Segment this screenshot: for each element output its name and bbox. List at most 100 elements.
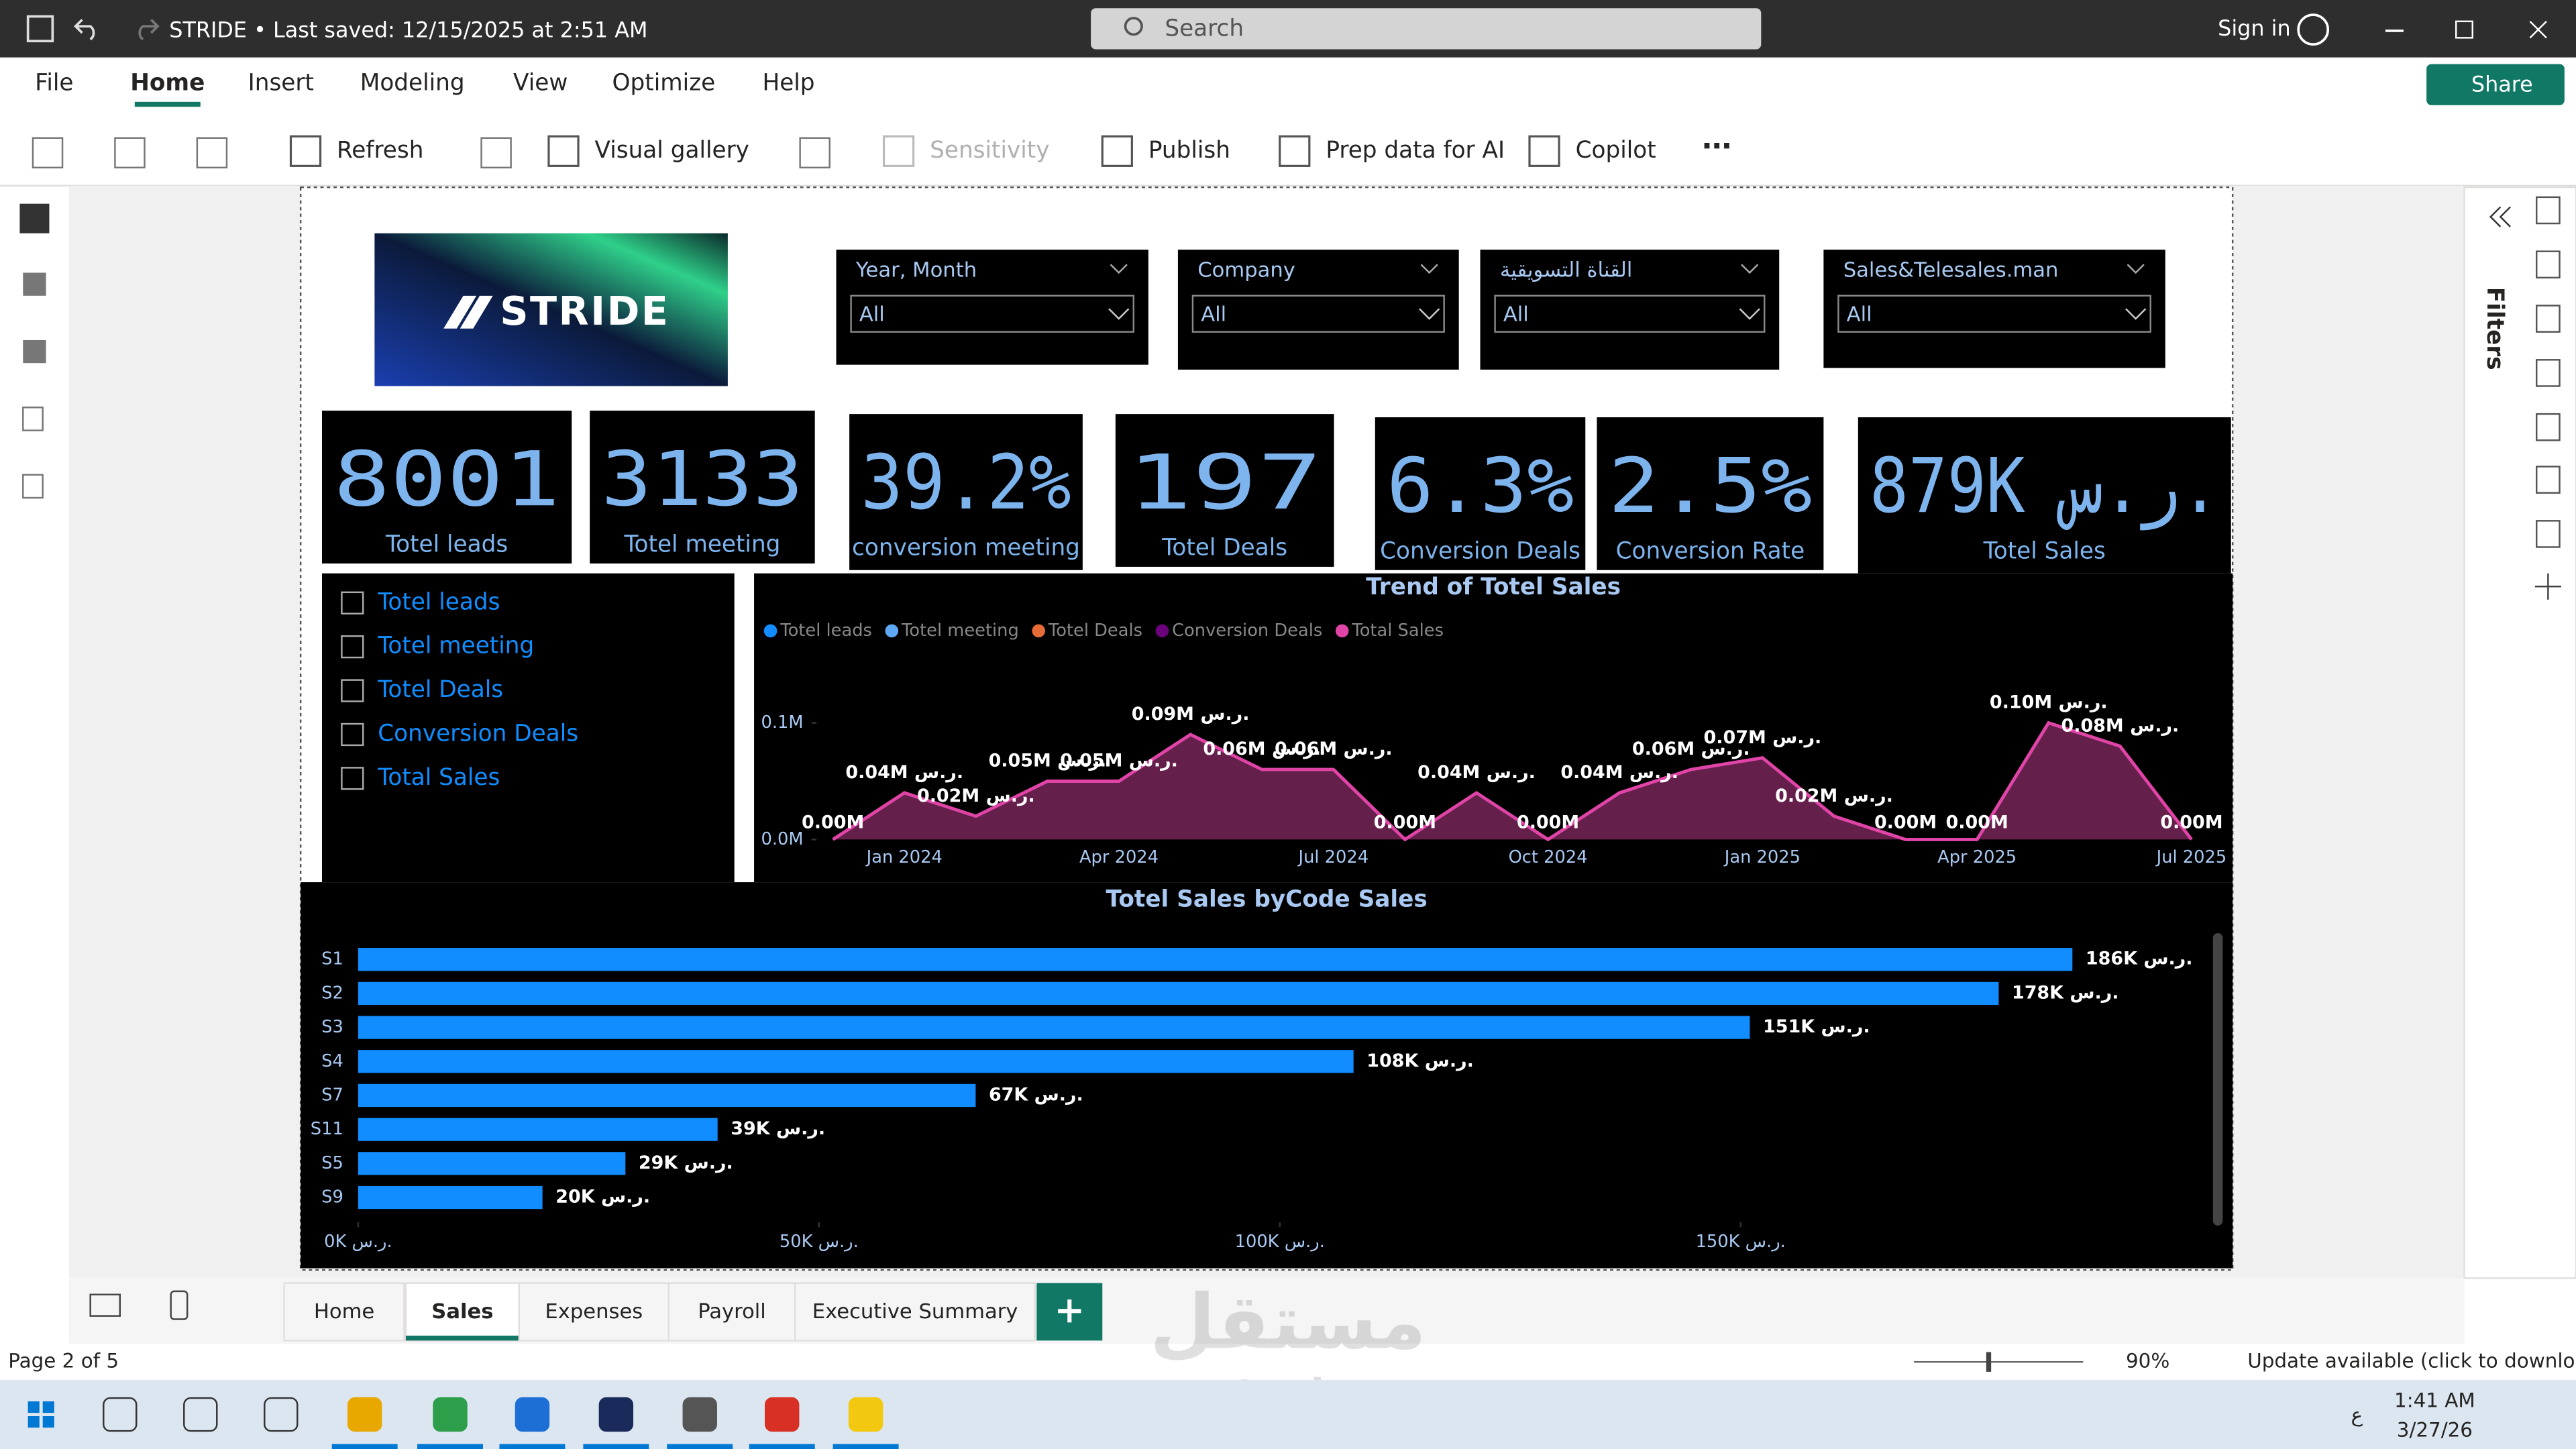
checkbox[interactable] bbox=[341, 722, 364, 747]
mobile-layout[interactable] bbox=[170, 1290, 189, 1320]
report-view-icon[interactable] bbox=[19, 203, 50, 233]
ribbon-button[interactable]: Sensitivity bbox=[930, 137, 1049, 164]
ribbon-icon[interactable] bbox=[1101, 135, 1133, 167]
menu-item[interactable]: Home bbox=[130, 69, 205, 96]
menu-item[interactable]: Insert bbox=[248, 69, 314, 96]
filters-pane[interactable]: Filters bbox=[2481, 287, 2508, 370]
page-tab[interactable] bbox=[283, 1282, 405, 1342]
page-tab-label: Home bbox=[314, 1300, 374, 1324]
ribbon-icon[interactable] bbox=[1528, 135, 1560, 167]
dropdown-chevron[interactable] bbox=[1419, 308, 1440, 320]
taskbar-icon[interactable] bbox=[433, 1397, 468, 1432]
account-icon[interactable] bbox=[2297, 13, 2330, 46]
pane-icon[interactable] bbox=[2536, 305, 2561, 333]
dax-view-icon[interactable] bbox=[22, 407, 44, 431]
slicer-dropdown[interactable] bbox=[1191, 294, 1445, 333]
slicer-dropdown[interactable] bbox=[850, 294, 1135, 333]
legend-marker bbox=[1032, 624, 1045, 638]
pane-icon[interactable] bbox=[2536, 466, 2561, 494]
scrollbar[interactable] bbox=[2212, 933, 2223, 1226]
clock-date[interactable]: 3/27/26 bbox=[2397, 1419, 2473, 1442]
field-label[interactable]: Totel meeting bbox=[377, 633, 534, 659]
desktop-layout[interactable] bbox=[89, 1293, 121, 1317]
slicer-dropdown[interactable] bbox=[1494, 294, 1766, 333]
ribbon-icon[interactable] bbox=[547, 135, 580, 167]
ribbon-button[interactable]: Refresh bbox=[337, 137, 423, 164]
ribbon-icon[interactable] bbox=[114, 137, 146, 169]
pane-icon[interactable] bbox=[2536, 359, 2561, 387]
zoom-thumb[interactable] bbox=[1986, 1352, 1992, 1372]
taskbar-icon[interactable] bbox=[682, 1397, 717, 1432]
model-view-icon[interactable] bbox=[23, 339, 46, 364]
slicer-chevron[interactable] bbox=[1741, 264, 1759, 274]
pane-icon[interactable] bbox=[2536, 196, 2561, 225]
taskbar-icon[interactable] bbox=[765, 1397, 800, 1432]
add-pane[interactable] bbox=[2534, 573, 2561, 600]
ribbon-button[interactable]: Copilot bbox=[1576, 137, 1656, 164]
ribbon-icon[interactable] bbox=[32, 137, 64, 169]
collapse-filters[interactable] bbox=[2489, 206, 2511, 227]
dropdown-chevron[interactable] bbox=[1739, 308, 1760, 320]
save-icon[interactable] bbox=[26, 15, 54, 43]
data-label: 0.00M bbox=[802, 812, 864, 833]
taskbar-icon[interactable] bbox=[848, 1397, 883, 1432]
ribbon-button[interactable]: Visual gallery bbox=[595, 137, 749, 164]
checkbox[interactable] bbox=[341, 767, 364, 790]
clock-time[interactable]: 1:41 AM bbox=[2394, 1389, 2475, 1411]
ribbon-icon[interactable] bbox=[882, 135, 915, 167]
ribbon-icon[interactable] bbox=[480, 137, 512, 169]
x-tick-label: Jul 2025 bbox=[2155, 847, 2227, 867]
ribbon-icon[interactable] bbox=[289, 135, 322, 167]
share-button[interactable] bbox=[2426, 64, 2565, 105]
more-options[interactable]: ⋯ bbox=[1702, 129, 1731, 163]
checkbox[interactable] bbox=[341, 635, 364, 659]
taskbar-icon[interactable] bbox=[515, 1397, 550, 1432]
kpi-card bbox=[590, 411, 815, 564]
pane-icon[interactable] bbox=[2536, 413, 2561, 441]
field-label[interactable]: Totel leads bbox=[377, 588, 500, 615]
sign-in[interactable]: Sign in bbox=[2218, 15, 2291, 41]
close[interactable] bbox=[2529, 20, 2547, 39]
field-label[interactable]: Conversion Deals bbox=[378, 720, 578, 747]
dropdown-chevron[interactable] bbox=[2125, 308, 2147, 320]
input-language[interactable]: ع bbox=[2351, 1404, 2363, 1427]
taskbar-icon[interactable] bbox=[347, 1397, 382, 1432]
menu-item[interactable]: Help bbox=[762, 69, 814, 96]
menu-item[interactable]: File bbox=[35, 69, 73, 96]
maximize[interactable] bbox=[2455, 20, 2473, 39]
page-tab[interactable] bbox=[794, 1282, 1036, 1342]
menu-item[interactable]: View bbox=[513, 69, 568, 96]
checkbox[interactable] bbox=[341, 591, 364, 614]
minimize[interactable] bbox=[2385, 30, 2404, 32]
search-box[interactable] bbox=[1091, 8, 1762, 50]
table-view-icon[interactable] bbox=[23, 272, 46, 296]
update-notice[interactable]: Update available (click to download) bbox=[2247, 1350, 2576, 1373]
menu-item[interactable]: Modeling bbox=[360, 69, 465, 96]
pane-icon[interactable] bbox=[2536, 520, 2561, 548]
taskbar-icon[interactable] bbox=[183, 1397, 218, 1432]
taskbar-icon[interactable] bbox=[103, 1397, 138, 1432]
slicer-chevron[interactable] bbox=[1420, 264, 1438, 274]
page-tab[interactable] bbox=[667, 1282, 796, 1342]
ribbon-icon[interactable] bbox=[799, 137, 830, 169]
checkbox[interactable] bbox=[341, 679, 364, 702]
slicer-chevron[interactable] bbox=[2127, 264, 2145, 274]
tmdl-view-icon[interactable] bbox=[22, 474, 44, 499]
ribbon-button[interactable]: Publish bbox=[1148, 137, 1230, 164]
slicer-chevron[interactable] bbox=[1110, 264, 1128, 274]
dropdown-chevron[interactable] bbox=[1108, 308, 1130, 320]
ribbon-icon[interactable] bbox=[196, 137, 228, 169]
redo-icon[interactable] bbox=[138, 19, 160, 41]
menu-item[interactable]: Optimize bbox=[612, 69, 716, 96]
slicer-dropdown[interactable] bbox=[1837, 294, 2151, 333]
taskbar-icon[interactable] bbox=[264, 1397, 299, 1432]
taskbar-icon[interactable] bbox=[598, 1397, 634, 1432]
pane-icon[interactable] bbox=[2536, 250, 2561, 279]
field-label[interactable]: Totel Deals bbox=[377, 676, 503, 703]
start-button[interactable] bbox=[28, 1401, 54, 1428]
data-label: 0.09M ر.س. bbox=[1132, 704, 1250, 724]
field-label[interactable]: Total Sales bbox=[377, 764, 500, 791]
ribbon-button[interactable]: Prep data for AI bbox=[1326, 137, 1505, 164]
undo-icon[interactable] bbox=[74, 19, 95, 41]
ribbon-icon[interactable] bbox=[1279, 135, 1311, 167]
